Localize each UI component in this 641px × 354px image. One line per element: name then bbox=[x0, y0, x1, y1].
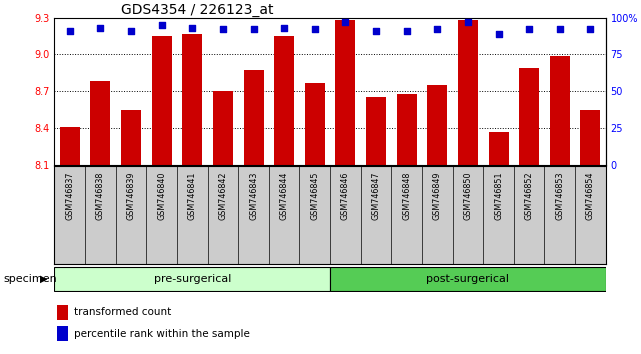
Point bbox=[187, 25, 197, 31]
Point bbox=[126, 28, 136, 34]
Bar bbox=[182, 34, 203, 165]
Point bbox=[585, 27, 595, 32]
Text: ▶: ▶ bbox=[40, 274, 47, 284]
Text: GSM746838: GSM746838 bbox=[96, 171, 105, 219]
Point bbox=[65, 28, 75, 34]
Bar bbox=[90, 81, 110, 165]
Bar bbox=[366, 97, 386, 165]
Text: GSM746842: GSM746842 bbox=[219, 171, 228, 220]
Text: GSM746839: GSM746839 bbox=[126, 171, 135, 220]
Text: post-surgerical: post-surgerical bbox=[426, 274, 510, 284]
Text: GSM746843: GSM746843 bbox=[249, 171, 258, 219]
FancyBboxPatch shape bbox=[330, 267, 606, 291]
Text: percentile rank within the sample: percentile rank within the sample bbox=[74, 329, 249, 339]
Bar bbox=[458, 20, 478, 165]
Bar bbox=[57, 326, 69, 341]
Point bbox=[463, 19, 473, 25]
Text: GSM746854: GSM746854 bbox=[586, 171, 595, 220]
Text: GSM746845: GSM746845 bbox=[310, 171, 319, 220]
Point bbox=[554, 27, 565, 32]
Bar bbox=[57, 305, 69, 320]
Point bbox=[371, 28, 381, 34]
Text: specimen: specimen bbox=[3, 274, 57, 284]
Text: GDS4354 / 226123_at: GDS4354 / 226123_at bbox=[121, 3, 273, 17]
Text: GSM746850: GSM746850 bbox=[463, 171, 472, 220]
Point bbox=[494, 31, 504, 37]
Bar bbox=[121, 109, 141, 165]
Bar bbox=[428, 85, 447, 165]
Text: GSM746853: GSM746853 bbox=[555, 171, 564, 220]
Bar bbox=[335, 20, 355, 165]
Text: transformed count: transformed count bbox=[74, 307, 171, 318]
Text: GSM746848: GSM746848 bbox=[402, 171, 411, 219]
Point bbox=[156, 22, 167, 28]
Text: GSM746847: GSM746847 bbox=[372, 171, 381, 220]
Bar bbox=[213, 91, 233, 165]
Bar bbox=[152, 36, 172, 165]
Point bbox=[401, 28, 412, 34]
Bar bbox=[550, 56, 570, 165]
Point bbox=[218, 27, 228, 32]
Bar bbox=[488, 132, 508, 165]
Bar bbox=[244, 70, 263, 165]
Text: pre-surgerical: pre-surgerical bbox=[154, 274, 231, 284]
Point bbox=[310, 27, 320, 32]
Point bbox=[96, 25, 106, 31]
Text: GSM746837: GSM746837 bbox=[65, 171, 74, 220]
Text: GSM746840: GSM746840 bbox=[157, 171, 166, 219]
Point bbox=[432, 27, 442, 32]
Bar bbox=[397, 93, 417, 165]
Text: GSM746852: GSM746852 bbox=[525, 171, 534, 220]
Bar bbox=[60, 127, 79, 165]
Bar bbox=[581, 109, 601, 165]
Point bbox=[279, 25, 289, 31]
Bar bbox=[274, 36, 294, 165]
Text: GSM746844: GSM746844 bbox=[279, 171, 288, 219]
Text: GSM746849: GSM746849 bbox=[433, 171, 442, 220]
Text: GSM746846: GSM746846 bbox=[341, 171, 350, 219]
Point bbox=[249, 27, 259, 32]
Text: GSM746841: GSM746841 bbox=[188, 171, 197, 219]
Point bbox=[524, 27, 535, 32]
Bar bbox=[305, 82, 325, 165]
Point bbox=[340, 19, 351, 25]
Text: GSM746851: GSM746851 bbox=[494, 171, 503, 220]
Bar bbox=[519, 68, 539, 165]
FancyBboxPatch shape bbox=[54, 267, 330, 291]
